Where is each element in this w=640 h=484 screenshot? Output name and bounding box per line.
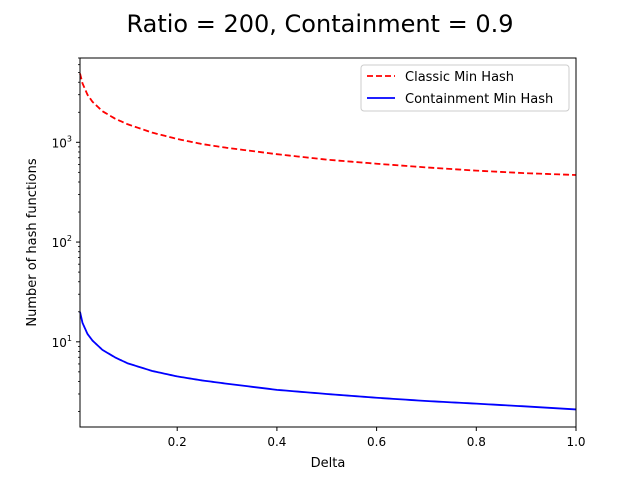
x-tick-label: 1.0	[566, 435, 585, 449]
x-axis-label: Delta	[311, 456, 346, 471]
legend-box	[360, 64, 570, 112]
series-line-containment-min-hash	[79, 311, 577, 411]
x-tick-label: 0.8	[467, 435, 486, 449]
chart-title: Ratio = 200, Containment = 0.9	[127, 10, 514, 38]
legend-label-classic-min-hash: Classic Min Hash	[405, 70, 514, 85]
y-tick-label: 103	[52, 134, 72, 150]
x-axis: 0.2 0.4 0.6 0.8 1.0	[168, 427, 586, 449]
plot-area	[79, 73, 577, 411]
x-tick-label: 0.4	[267, 435, 286, 449]
y-tick-label: 102	[52, 234, 72, 250]
y-tick-label: 101	[52, 334, 72, 350]
legend-label-containment-min-hash: Containment Min Hash	[405, 92, 553, 107]
y-axis: 101 102 103	[52, 57, 80, 412]
y-axis-label: Number of hash functions	[25, 158, 40, 326]
legend: Classic Min Hash Containment Min Hash	[360, 64, 570, 112]
series-line-classic-min-hash	[79, 73, 577, 176]
x-tick-label: 0.2	[168, 435, 187, 449]
x-tick-label: 0.6	[367, 435, 386, 449]
